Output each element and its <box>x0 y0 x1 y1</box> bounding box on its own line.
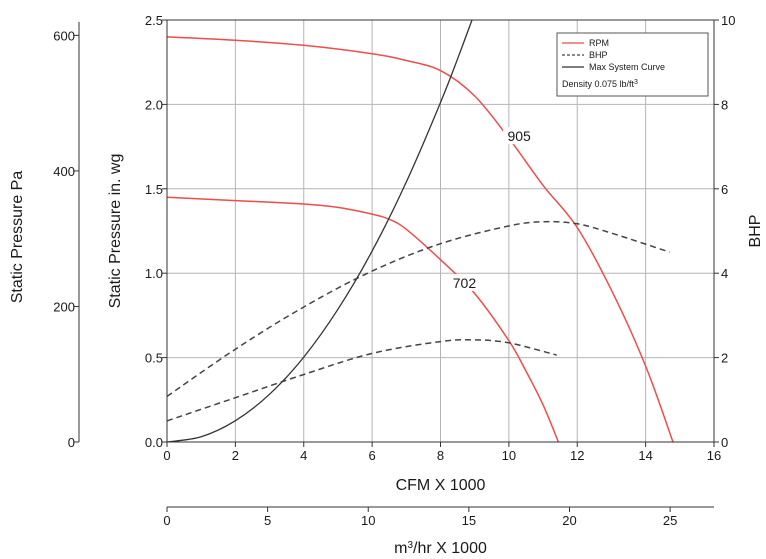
x-tick-label: 2 <box>232 448 239 463</box>
y-right-axis-title: BHP <box>747 215 764 248</box>
rpm-curve-702 <box>166 196 560 443</box>
x2-axis-title: m3/hr X 1000 <box>394 540 487 558</box>
x2-tick-label: 5 <box>264 513 271 528</box>
x2-tick-label: 25 <box>663 513 677 528</box>
y-outer-tick-label: 0 <box>68 435 75 450</box>
x-tick-label: 6 <box>369 448 376 463</box>
legend: RPM BHP Max System Curve Density 0.075 lb/f… <box>556 32 709 97</box>
legend-label: BHP <box>589 50 608 60</box>
curve-label-background <box>503 127 536 145</box>
y-tick-label: 1.0 <box>145 266 163 281</box>
x-tick-label: 4 <box>300 448 307 463</box>
y-right-tick-label: 0 <box>721 435 728 450</box>
y-tick-label: 0.5 <box>145 351 163 366</box>
y-axis-title: Static Pressure in. wg <box>107 154 124 309</box>
x2-tick-label: 0 <box>163 513 170 528</box>
x-tick-label: 16 <box>707 448 721 463</box>
y-right-tick-label: 6 <box>721 182 728 197</box>
x-tick-label: 8 <box>437 448 444 463</box>
curve-label-background <box>448 274 481 292</box>
y-tick-label: 1.5 <box>145 182 163 197</box>
x-tick-label: 12 <box>570 448 584 463</box>
y-right-tick-label: 2 <box>721 351 728 366</box>
legend-label: RPM <box>589 38 609 48</box>
y-tick-label: 2.5 <box>145 13 163 28</box>
y-outer-tick-label: 200 <box>53 299 75 314</box>
y-right-tick-label: 10 <box>721 13 735 28</box>
x2-tick-label: 15 <box>462 513 476 528</box>
x2-tick-label: 10 <box>361 513 375 528</box>
axes: 0 2 4 6 8 10 12 14 16 0.0 0.5 1.0 1.5 2.0 2.5 0 2 4 6 8 10 0 2… <box>53 13 735 528</box>
x2-tick-label: 20 <box>562 513 576 528</box>
max-system-curve <box>166 19 473 443</box>
curve-label: 702 <box>453 275 477 291</box>
bhp-curve <box>166 220 670 398</box>
x-tick-label: 10 <box>502 448 516 463</box>
y-tick-label: 0.0 <box>145 435 163 450</box>
curve-labels: 905 702 <box>448 127 536 292</box>
y-right-tick-label: 8 <box>721 97 728 112</box>
y-tick-label: 2.0 <box>145 97 163 112</box>
curve-label: 905 <box>507 128 531 144</box>
y-outer-axis-title: Static Pressure Pa <box>9 171 26 304</box>
x-axis-title: CFM X 1000 <box>396 477 486 494</box>
series-layer <box>166 19 674 443</box>
rpm-curve-905 <box>166 36 674 443</box>
x-tick-label: 14 <box>638 448 652 463</box>
y-right-tick-label: 4 <box>721 266 728 281</box>
y-outer-tick-label: 400 <box>53 164 75 179</box>
legend-label: Max System Curve <box>589 62 665 72</box>
bhp-curve <box>166 338 557 422</box>
y-outer-tick-label: 600 <box>53 28 75 43</box>
legend-density-note: Density 0.075 lb/ft3 <box>562 79 638 90</box>
x-tick-label: 0 <box>163 448 170 463</box>
